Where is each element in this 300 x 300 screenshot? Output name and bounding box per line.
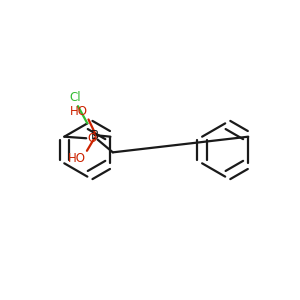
Text: Cl: Cl [70, 91, 81, 103]
Text: O: O [88, 132, 97, 145]
Text: B: B [91, 129, 99, 142]
Text: HO: HO [68, 152, 86, 165]
Text: HO: HO [70, 105, 88, 118]
